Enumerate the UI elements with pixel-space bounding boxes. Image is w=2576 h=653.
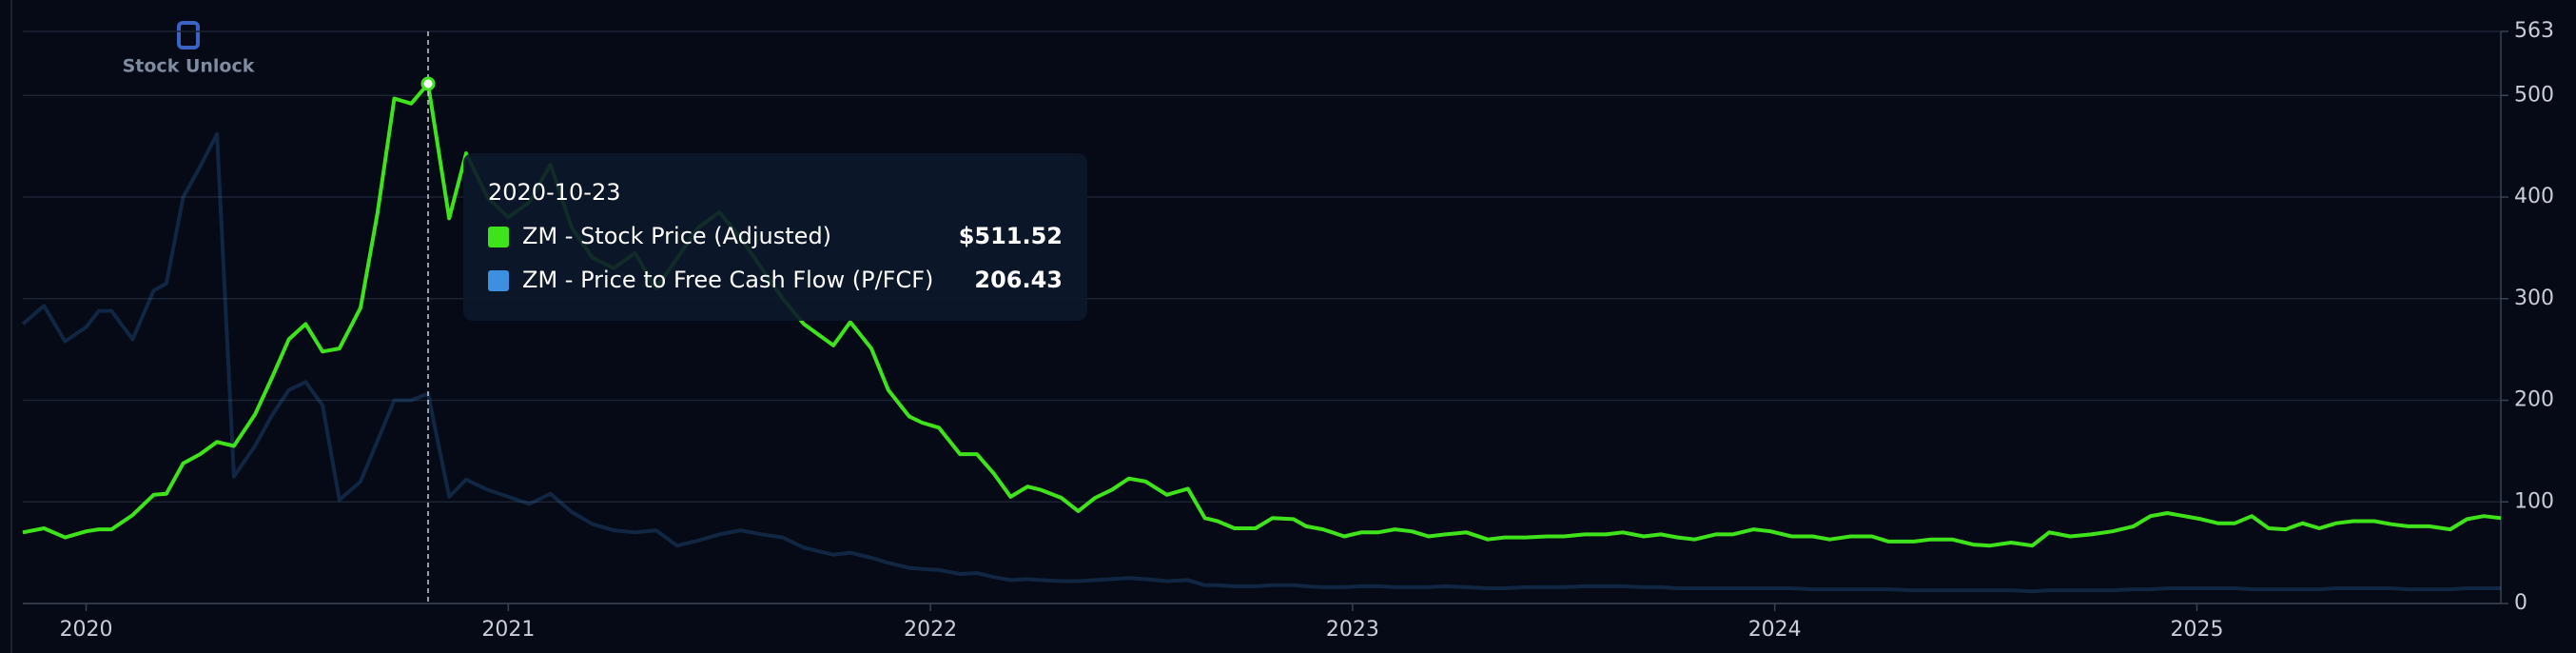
- x-tick-label: 2022: [904, 618, 957, 642]
- tooltip: 2020-10-23 ZM - Stock Price (Adjusted) $51…: [420, 31, 1087, 604]
- tooltip-series-name: ZM - Stock Price (Adjusted): [522, 223, 831, 249]
- plot: 0 100 200 300 400 500 563 2020 2021 2022 2023 2024 2…: [10, 0, 2554, 653]
- tooltip-title: 2020-10-23: [488, 179, 620, 206]
- tooltip-value: $511.52: [959, 223, 1063, 249]
- y-tick-label: 563: [2514, 19, 2554, 43]
- y-tick-label: 0: [2514, 591, 2527, 615]
- series-line: [22, 82, 2502, 548]
- tooltip-value: 206.43: [974, 267, 1063, 293]
- brand: Stock Unlock: [123, 56, 255, 77]
- x-tick-label: 2023: [1326, 618, 1379, 642]
- logo: Stock Unlock: [123, 21, 255, 77]
- tooltip-box: [463, 153, 1087, 321]
- x-tick-label: 2021: [481, 618, 535, 642]
- tooltip-swatch: [488, 227, 509, 247]
- logo-icon: [177, 21, 200, 49]
- hover-point: [420, 76, 436, 91]
- tooltip-swatch: [488, 270, 509, 291]
- y-tick-label: 300: [2514, 287, 2554, 310]
- y-tick-label: 200: [2514, 388, 2554, 412]
- y-tick-label: 500: [2514, 83, 2554, 107]
- y-tick-label: 100: [2514, 489, 2554, 513]
- x-tick-label: 2020: [60, 618, 113, 642]
- x-tick-label: 2024: [1748, 618, 1802, 642]
- y-tick-label: 400: [2514, 185, 2554, 208]
- series-line: [21, 131, 2501, 594]
- x-tick-label: 2025: [2170, 618, 2223, 642]
- tooltip-series-name: ZM - Price to Free Cash Flow (P/FCF): [522, 267, 933, 293]
